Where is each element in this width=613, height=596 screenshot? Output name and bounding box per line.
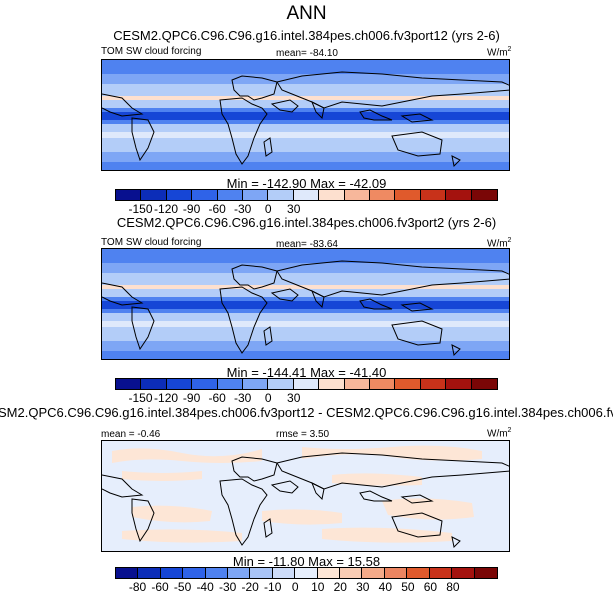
colorbar-segment <box>243 379 269 389</box>
colorbar-tick-label: 20 <box>333 580 347 594</box>
colorbar-segment <box>471 190 498 200</box>
colorbar-segment <box>429 568 453 578</box>
colorbar-tick-label: -150 <box>128 202 153 216</box>
colorbar-segment <box>471 379 498 389</box>
colorbar-segment <box>116 190 142 200</box>
colorbar-tick-label: 60 <box>423 580 438 594</box>
colorbar-segment <box>317 568 341 578</box>
colorbar-segment <box>395 379 421 389</box>
colorbar-segment <box>446 190 472 200</box>
colorbar-segment <box>116 568 139 578</box>
colorbar-tick-label: 10 <box>311 580 325 594</box>
colorbar-segment <box>272 568 296 578</box>
colorbar-segment <box>293 190 320 200</box>
panel-3-map <box>101 440 510 552</box>
colorbar-tick-label: 0 <box>264 202 272 216</box>
colorbar-segment <box>141 379 167 389</box>
colorbar-tick-label: -30 <box>233 202 252 216</box>
colorbar-segment <box>166 190 193 200</box>
colorbar-segment <box>420 190 447 200</box>
panel-1-map <box>101 59 510 171</box>
colorbar-tick-label: -90 <box>182 391 201 405</box>
colorbar-segment <box>362 568 385 578</box>
panel-3-minmax: Min = -11.80 Max = 15.58 <box>232 554 381 569</box>
colorbar-tick-label: -50 <box>173 580 192 594</box>
colorbar-segment <box>446 379 472 389</box>
colorbar-tick-label: -120 <box>154 391 179 405</box>
colorbar-segment <box>141 190 167 200</box>
panel-3-units: W/m2 <box>487 427 512 440</box>
colorbar-segment <box>344 190 371 200</box>
colorbar-tick-label: -80 <box>128 580 147 594</box>
colorbar-tick-label: -150 <box>128 391 153 405</box>
panel-1-units: W/m2 <box>487 46 512 59</box>
colorbar-segment <box>344 379 371 389</box>
colorbar-segment <box>192 379 218 389</box>
page-title: ANN <box>286 3 327 24</box>
colorbar-segment <box>217 190 244 200</box>
panel-2-colorbar <box>115 378 498 390</box>
colorbar-segment <box>192 190 218 200</box>
panel-1-title: CESM2.QPC6.C96.C96.g16.intel.384pes.ch00… <box>113 28 500 43</box>
panel-2-title: CESM2.QPC6.C96.C96.g16.intel.384pes.ch00… <box>116 215 497 230</box>
colorbar-segment <box>293 379 320 389</box>
colorbar-tick-label: 0 <box>264 391 272 405</box>
colorbar-segment <box>228 568 251 578</box>
panel-3-title: SM2.QPC6.C96.C96.g16.intel.384pes.ch006.… <box>0 405 613 420</box>
colorbar-tick-label: -90 <box>182 202 201 216</box>
colorbar-segment <box>370 190 396 200</box>
colorbar-tick-label: -40 <box>196 580 214 594</box>
colorbar-tick-label: 0 <box>291 580 299 594</box>
panel-1-minmax: Min = -142.90 Max = -42.09 <box>226 176 387 191</box>
colorbar-segment <box>319 190 345 200</box>
colorbar-tick-label: -30 <box>218 580 237 594</box>
colorbar-segment <box>160 568 184 578</box>
colorbar-segment <box>205 568 229 578</box>
colorbar-segment <box>319 379 345 389</box>
panel-2-minmax: Min = -144.41 Max = -41.40 <box>226 365 387 380</box>
colorbar-segment <box>384 568 408 578</box>
colorbar-segment <box>268 190 294 200</box>
colorbar-segment <box>243 190 269 200</box>
colorbar-segment <box>295 568 318 578</box>
colorbar-segment <box>452 568 475 578</box>
panel-2-map <box>101 248 510 360</box>
colorbar-segment <box>268 379 294 389</box>
colorbar-segment <box>395 190 421 200</box>
panel-1-mean-label: mean= -84.10 <box>276 48 338 59</box>
panel-1-variable-label: TOM SW cloud forcing <box>101 46 202 57</box>
panel-2-variable-label: TOM SW cloud forcing <box>101 237 202 248</box>
colorbar-segment <box>217 379 244 389</box>
colorbar-segment <box>370 379 396 389</box>
panel-2-mean-label: mean= -83.64 <box>276 239 338 250</box>
colorbar-tick-label: 40 <box>378 580 393 594</box>
colorbar-tick-label: 30 <box>287 391 301 405</box>
panel-1-colorbar <box>115 189 498 201</box>
colorbar-tick-label: -60 <box>151 580 169 594</box>
colorbar-segment <box>340 568 363 578</box>
colorbar-tick-label: -30 <box>233 391 252 405</box>
colorbar-segment <box>407 568 430 578</box>
colorbar-tick-label: 30 <box>356 580 370 594</box>
colorbar-tick-label: -20 <box>241 580 259 594</box>
colorbar-segment <box>116 379 142 389</box>
colorbar-tick-label: -10 <box>264 580 282 594</box>
panel-2-units: W/m2 <box>487 237 512 250</box>
colorbar-segment <box>183 568 206 578</box>
colorbar-segment <box>420 379 447 389</box>
colorbar-tick-label: 50 <box>401 580 415 594</box>
panel-3-rmse-label: rmse = 3.50 <box>276 429 330 440</box>
colorbar-tick-label: 30 <box>287 202 301 216</box>
panel-3-mean-label: mean = -0.46 <box>101 429 161 440</box>
colorbar-tick-label: 80 <box>446 580 460 594</box>
colorbar-segment <box>250 568 273 578</box>
panel-3-colorbar <box>115 567 498 579</box>
colorbar-segment <box>166 379 193 389</box>
colorbar-segment <box>138 568 161 578</box>
colorbar-tick-label: -60 <box>208 391 226 405</box>
colorbar-segment <box>474 568 497 578</box>
colorbar-tick-label: -120 <box>154 202 179 216</box>
colorbar-tick-label: -60 <box>208 202 226 216</box>
